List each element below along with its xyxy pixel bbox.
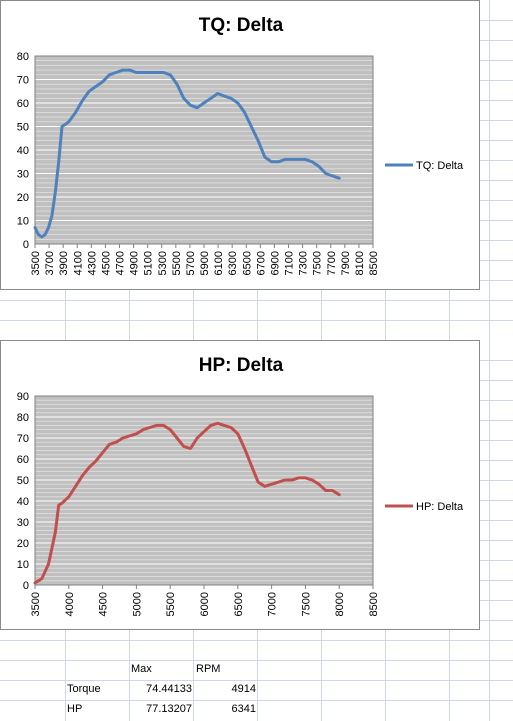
x-tick-label: 7300 (298, 251, 310, 275)
x-tick-label: 7000 (267, 592, 279, 616)
x-tick-label: 7900 (340, 251, 352, 275)
x-tick-label: 8500 (368, 592, 380, 616)
table-cell-max: 77.13207 (146, 703, 192, 715)
torque-chart[interactable]: TQ: Delta 0 10 20 30 40 50 60 70 80 3500 3700 3900 4… (0, 0, 480, 290)
plot-area (35, 396, 373, 585)
x-tick-label: 5000 (131, 592, 143, 616)
x-tick-label: 6500 (233, 592, 245, 616)
y-tick-label: 20 (17, 538, 29, 550)
y-tick-label: 10 (17, 216, 29, 228)
table-row-label: HP (67, 703, 83, 715)
x-tick-label: 4500 (100, 251, 112, 275)
series-line (33, 421, 341, 585)
x-tick-label: 4500 (98, 592, 110, 616)
x-tick-label: 4300 (86, 251, 98, 275)
y-tick-label: 0 (23, 239, 29, 251)
x-tick-label: 8100 (354, 251, 366, 275)
y-tick-label: 40 (17, 496, 29, 508)
x-tick-label: 6700 (255, 251, 267, 275)
y-tick-label: 80 (17, 412, 29, 424)
hp-chart[interactable]: HP: Delta 0 10 20 30 40 50 60 70 80 90 3500 4000 450… (0, 340, 480, 630)
x-tick-label: 7500 (312, 251, 324, 275)
x-tick-label: 4100 (72, 251, 84, 275)
x-tick-label: 7100 (284, 251, 296, 275)
table-row-label: Torque (67, 683, 101, 695)
x-tick-label: 5500 (165, 592, 177, 616)
y-tick-label: 70 (17, 75, 29, 87)
y-tick-label: 10 (17, 559, 29, 571)
x-tick-label: 4700 (115, 251, 127, 275)
y-tick-label: 60 (17, 98, 29, 110)
x-tick-label: 3900 (58, 251, 70, 275)
table-cell-rpm: 4914 (231, 683, 256, 695)
y-tick-label: 50 (17, 122, 29, 134)
y-tick-label: 90 (17, 391, 29, 403)
chart-title: TQ: Delta (198, 15, 284, 36)
legend-label: TQ: Delta (416, 160, 464, 172)
y-tick-label: 20 (17, 192, 29, 204)
x-tick-label: 3500 (30, 592, 42, 616)
table-cell-max: 74.44133 (146, 683, 192, 695)
x-tick-label: 7500 (300, 592, 312, 616)
x-tick-label: 6500 (241, 251, 253, 275)
x-tick-label: 5500 (171, 251, 183, 275)
torque-chart-plot: 0 10 20 30 40 50 60 70 80 3500 3700 3900 4100 4300 450… (17, 51, 464, 275)
x-tick-label: 6300 (227, 251, 239, 275)
table-header-max: Max (131, 663, 152, 675)
series-line (33, 68, 341, 239)
table-cell-rpm: 6341 (231, 703, 256, 715)
table-header-rpm: RPM (196, 663, 221, 675)
x-tick-label: 6100 (213, 251, 225, 275)
y-tick-label: 30 (17, 169, 29, 181)
x-tick-label: 4900 (129, 251, 141, 275)
x-tick-label: 7700 (326, 251, 338, 275)
x-tick-label: 5300 (157, 251, 169, 275)
x-tick-label: 6000 (199, 592, 211, 616)
legend-label: HP: Delta (416, 501, 464, 513)
x-tick-label: 6900 (269, 251, 281, 275)
y-tick-label: 60 (17, 454, 29, 466)
x-tick-label: 3700 (44, 251, 56, 275)
y-tick-label: 0 (23, 580, 29, 592)
x-tick-label: 8000 (334, 592, 346, 616)
x-tick-label: 4000 (64, 592, 76, 616)
x-tick-label: 3500 (30, 251, 42, 275)
y-tick-label: 70 (17, 433, 29, 445)
y-tick-label: 50 (17, 475, 29, 487)
x-tick-label: 8500 (368, 251, 380, 275)
chart-title: HP: Delta (198, 355, 284, 376)
hp-chart-plot: 0 10 20 30 40 50 60 70 80 90 3500 4000 4500 5000 5500 6… (17, 391, 464, 616)
x-tick-label: 5700 (185, 251, 197, 275)
y-tick-label: 80 (17, 51, 29, 63)
y-tick-label: 30 (17, 517, 29, 529)
x-tick-label: 5100 (143, 251, 155, 275)
x-tick-label: 5900 (199, 251, 211, 275)
y-tick-label: 40 (17, 145, 29, 157)
